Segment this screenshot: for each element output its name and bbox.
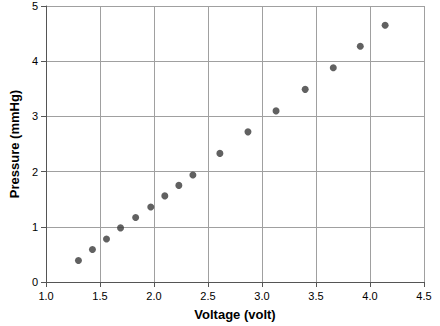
svg-text:5: 5 bbox=[32, 0, 38, 12]
svg-text:4.5: 4.5 bbox=[416, 290, 431, 302]
svg-text:0: 0 bbox=[32, 276, 38, 288]
svg-text:Pressure (mmHg): Pressure (mmHg) bbox=[7, 90, 22, 198]
svg-text:Voltage (volt): Voltage (volt) bbox=[194, 307, 275, 322]
svg-text:4.0: 4.0 bbox=[362, 290, 377, 302]
svg-text:3.5: 3.5 bbox=[308, 290, 323, 302]
svg-text:2.0: 2.0 bbox=[146, 290, 161, 302]
svg-text:2.5: 2.5 bbox=[200, 290, 215, 302]
svg-text:1: 1 bbox=[32, 221, 38, 233]
svg-text:4: 4 bbox=[32, 55, 38, 67]
svg-text:3: 3 bbox=[32, 110, 38, 122]
svg-text:1.5: 1.5 bbox=[92, 290, 107, 302]
svg-text:1.0: 1.0 bbox=[38, 290, 53, 302]
svg-text:2: 2 bbox=[32, 166, 38, 178]
svg-text:3.0: 3.0 bbox=[254, 290, 269, 302]
